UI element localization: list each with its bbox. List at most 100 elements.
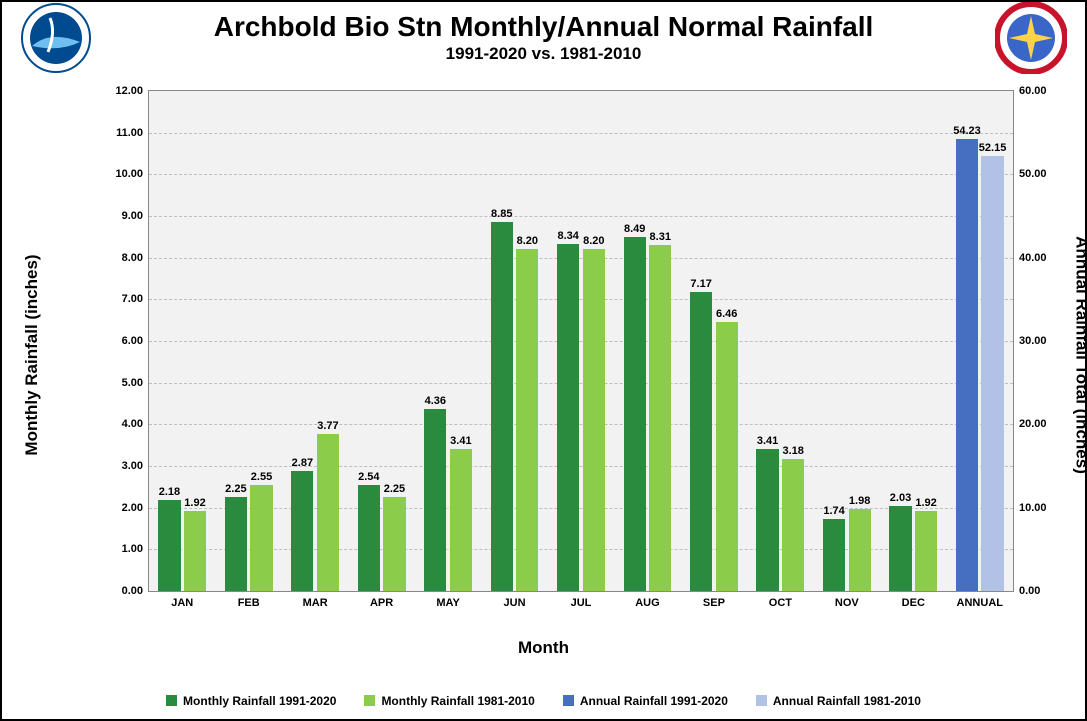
bar-value-label: 2.25 xyxy=(384,483,405,495)
bar xyxy=(184,511,206,591)
legend-label: Monthly Rainfall 1981-2010 xyxy=(381,694,534,708)
bar-value-label: 1.92 xyxy=(915,497,936,509)
bar-value-label: 3.41 xyxy=(757,435,778,447)
legend-item: Monthly Rainfall 1991-2020 xyxy=(166,694,336,708)
y-axis-title: Monthly Rainfall (inches) xyxy=(22,254,42,455)
x-tick-label: JAN xyxy=(171,591,193,609)
y-tick-label: 0.00 xyxy=(122,585,149,597)
bar-value-label: 3.18 xyxy=(782,445,803,457)
bar xyxy=(690,292,712,591)
bar xyxy=(915,511,937,591)
bar-value-label: 4.36 xyxy=(425,395,446,407)
legend-label: Annual Rainfall 1981-2010 xyxy=(773,694,921,708)
bar xyxy=(756,449,778,591)
bar xyxy=(782,459,804,592)
y2-axis-title: Annual Rainfall Total (inches) xyxy=(1072,236,1087,474)
x-tick-label: NOV xyxy=(835,591,859,609)
bar-value-label: 2.87 xyxy=(292,457,313,469)
bar-value-label: 2.54 xyxy=(358,471,379,483)
bar-value-label: 2.25 xyxy=(225,483,246,495)
legend-item: Annual Rainfall 1991-2020 xyxy=(563,694,728,708)
x-tick-label: MAR xyxy=(303,591,328,609)
legend-item: Annual Rainfall 1981-2010 xyxy=(756,694,921,708)
bar xyxy=(491,222,513,591)
y-tick-label: 6.00 xyxy=(122,335,149,347)
gridline xyxy=(149,133,1013,134)
bar xyxy=(383,497,405,591)
legend: Monthly Rainfall 1991-2020 Monthly Rainfa… xyxy=(2,694,1085,710)
bar-value-label: 2.55 xyxy=(251,471,272,483)
y2-tick-label: 40.00 xyxy=(1013,252,1047,264)
chart-frame: Archbold Bio Stn Monthly/Annual Normal R… xyxy=(0,0,1087,721)
gridline xyxy=(149,299,1013,300)
x-tick-label: JUN xyxy=(504,591,526,609)
legend-swatch xyxy=(166,695,177,706)
x-tick-label: OCT xyxy=(769,591,792,609)
x-tick-label: ANNUAL xyxy=(957,591,1003,609)
bar xyxy=(158,500,180,591)
bar xyxy=(557,244,579,592)
bar-value-label: 2.18 xyxy=(159,486,180,498)
y-tick-label: 11.00 xyxy=(116,127,149,139)
bar-value-label: 8.20 xyxy=(517,235,538,247)
bar-value-label: 8.34 xyxy=(557,230,578,242)
bar-value-label: 8.20 xyxy=(583,235,604,247)
bar xyxy=(716,322,738,591)
chart-area: Monthly Rainfall (inches) 0.001.002.003.… xyxy=(92,86,1022,624)
gridline xyxy=(149,466,1013,467)
bar xyxy=(516,249,538,591)
bar-value-label: 7.17 xyxy=(690,278,711,290)
chart-title: Archbold Bio Stn Monthly/Annual Normal R… xyxy=(2,10,1085,44)
y2-tick-label: 50.00 xyxy=(1013,168,1047,180)
bar xyxy=(624,237,646,591)
y2-tick-label: 30.00 xyxy=(1013,335,1047,347)
bar-value-label: 6.46 xyxy=(716,308,737,320)
bar xyxy=(849,509,871,592)
y2-tick-label: 10.00 xyxy=(1013,502,1047,514)
bar-value-label: 8.85 xyxy=(491,208,512,220)
legend-label: Monthly Rainfall 1991-2020 xyxy=(183,694,336,708)
plot-background: 0.001.002.003.004.005.006.007.008.009.00… xyxy=(148,90,1014,592)
bar xyxy=(225,497,247,591)
y2-tick-label: 0.00 xyxy=(1013,585,1040,597)
bar xyxy=(823,519,845,592)
bar-value-label: 52.15 xyxy=(979,142,1007,154)
bar xyxy=(956,139,978,591)
bar xyxy=(317,434,339,591)
legend-item: Monthly Rainfall 1981-2010 xyxy=(364,694,534,708)
x-tick-label: DEC xyxy=(902,591,925,609)
gridline xyxy=(149,216,1013,217)
x-tick-label: JUL xyxy=(571,591,592,609)
legend-label: Annual Rainfall 1991-2020 xyxy=(580,694,728,708)
bar-value-label: 8.49 xyxy=(624,223,645,235)
gridline xyxy=(149,508,1013,509)
bar xyxy=(291,471,313,591)
title-block: Archbold Bio Stn Monthly/Annual Normal R… xyxy=(2,10,1085,64)
bar xyxy=(649,245,671,591)
y-tick-label: 9.00 xyxy=(122,210,149,222)
chart-subtitle: 1991-2020 vs. 1981-2010 xyxy=(2,44,1085,64)
y2-tick-label: 60.00 xyxy=(1013,85,1047,97)
bar xyxy=(583,249,605,591)
bar xyxy=(250,485,272,591)
gridline xyxy=(149,174,1013,175)
y-tick-label: 3.00 xyxy=(122,460,149,472)
x-axis-title: Month xyxy=(2,638,1085,658)
bar-value-label: 8.31 xyxy=(650,231,671,243)
bar-value-label: 3.41 xyxy=(450,435,471,447)
bar-value-label: 1.98 xyxy=(849,495,870,507)
bar xyxy=(358,485,380,591)
bar xyxy=(424,409,446,591)
y-tick-label: 1.00 xyxy=(122,543,149,555)
bar xyxy=(889,506,911,591)
legend-swatch xyxy=(364,695,375,706)
x-tick-label: SEP xyxy=(703,591,725,609)
bar xyxy=(450,449,472,591)
legend-swatch xyxy=(756,695,767,706)
gridline xyxy=(149,341,1013,342)
y-tick-label: 10.00 xyxy=(115,168,149,180)
gridline xyxy=(149,258,1013,259)
y-tick-label: 8.00 xyxy=(122,252,149,264)
x-tick-label: APR xyxy=(370,591,393,609)
x-tick-label: FEB xyxy=(238,591,260,609)
